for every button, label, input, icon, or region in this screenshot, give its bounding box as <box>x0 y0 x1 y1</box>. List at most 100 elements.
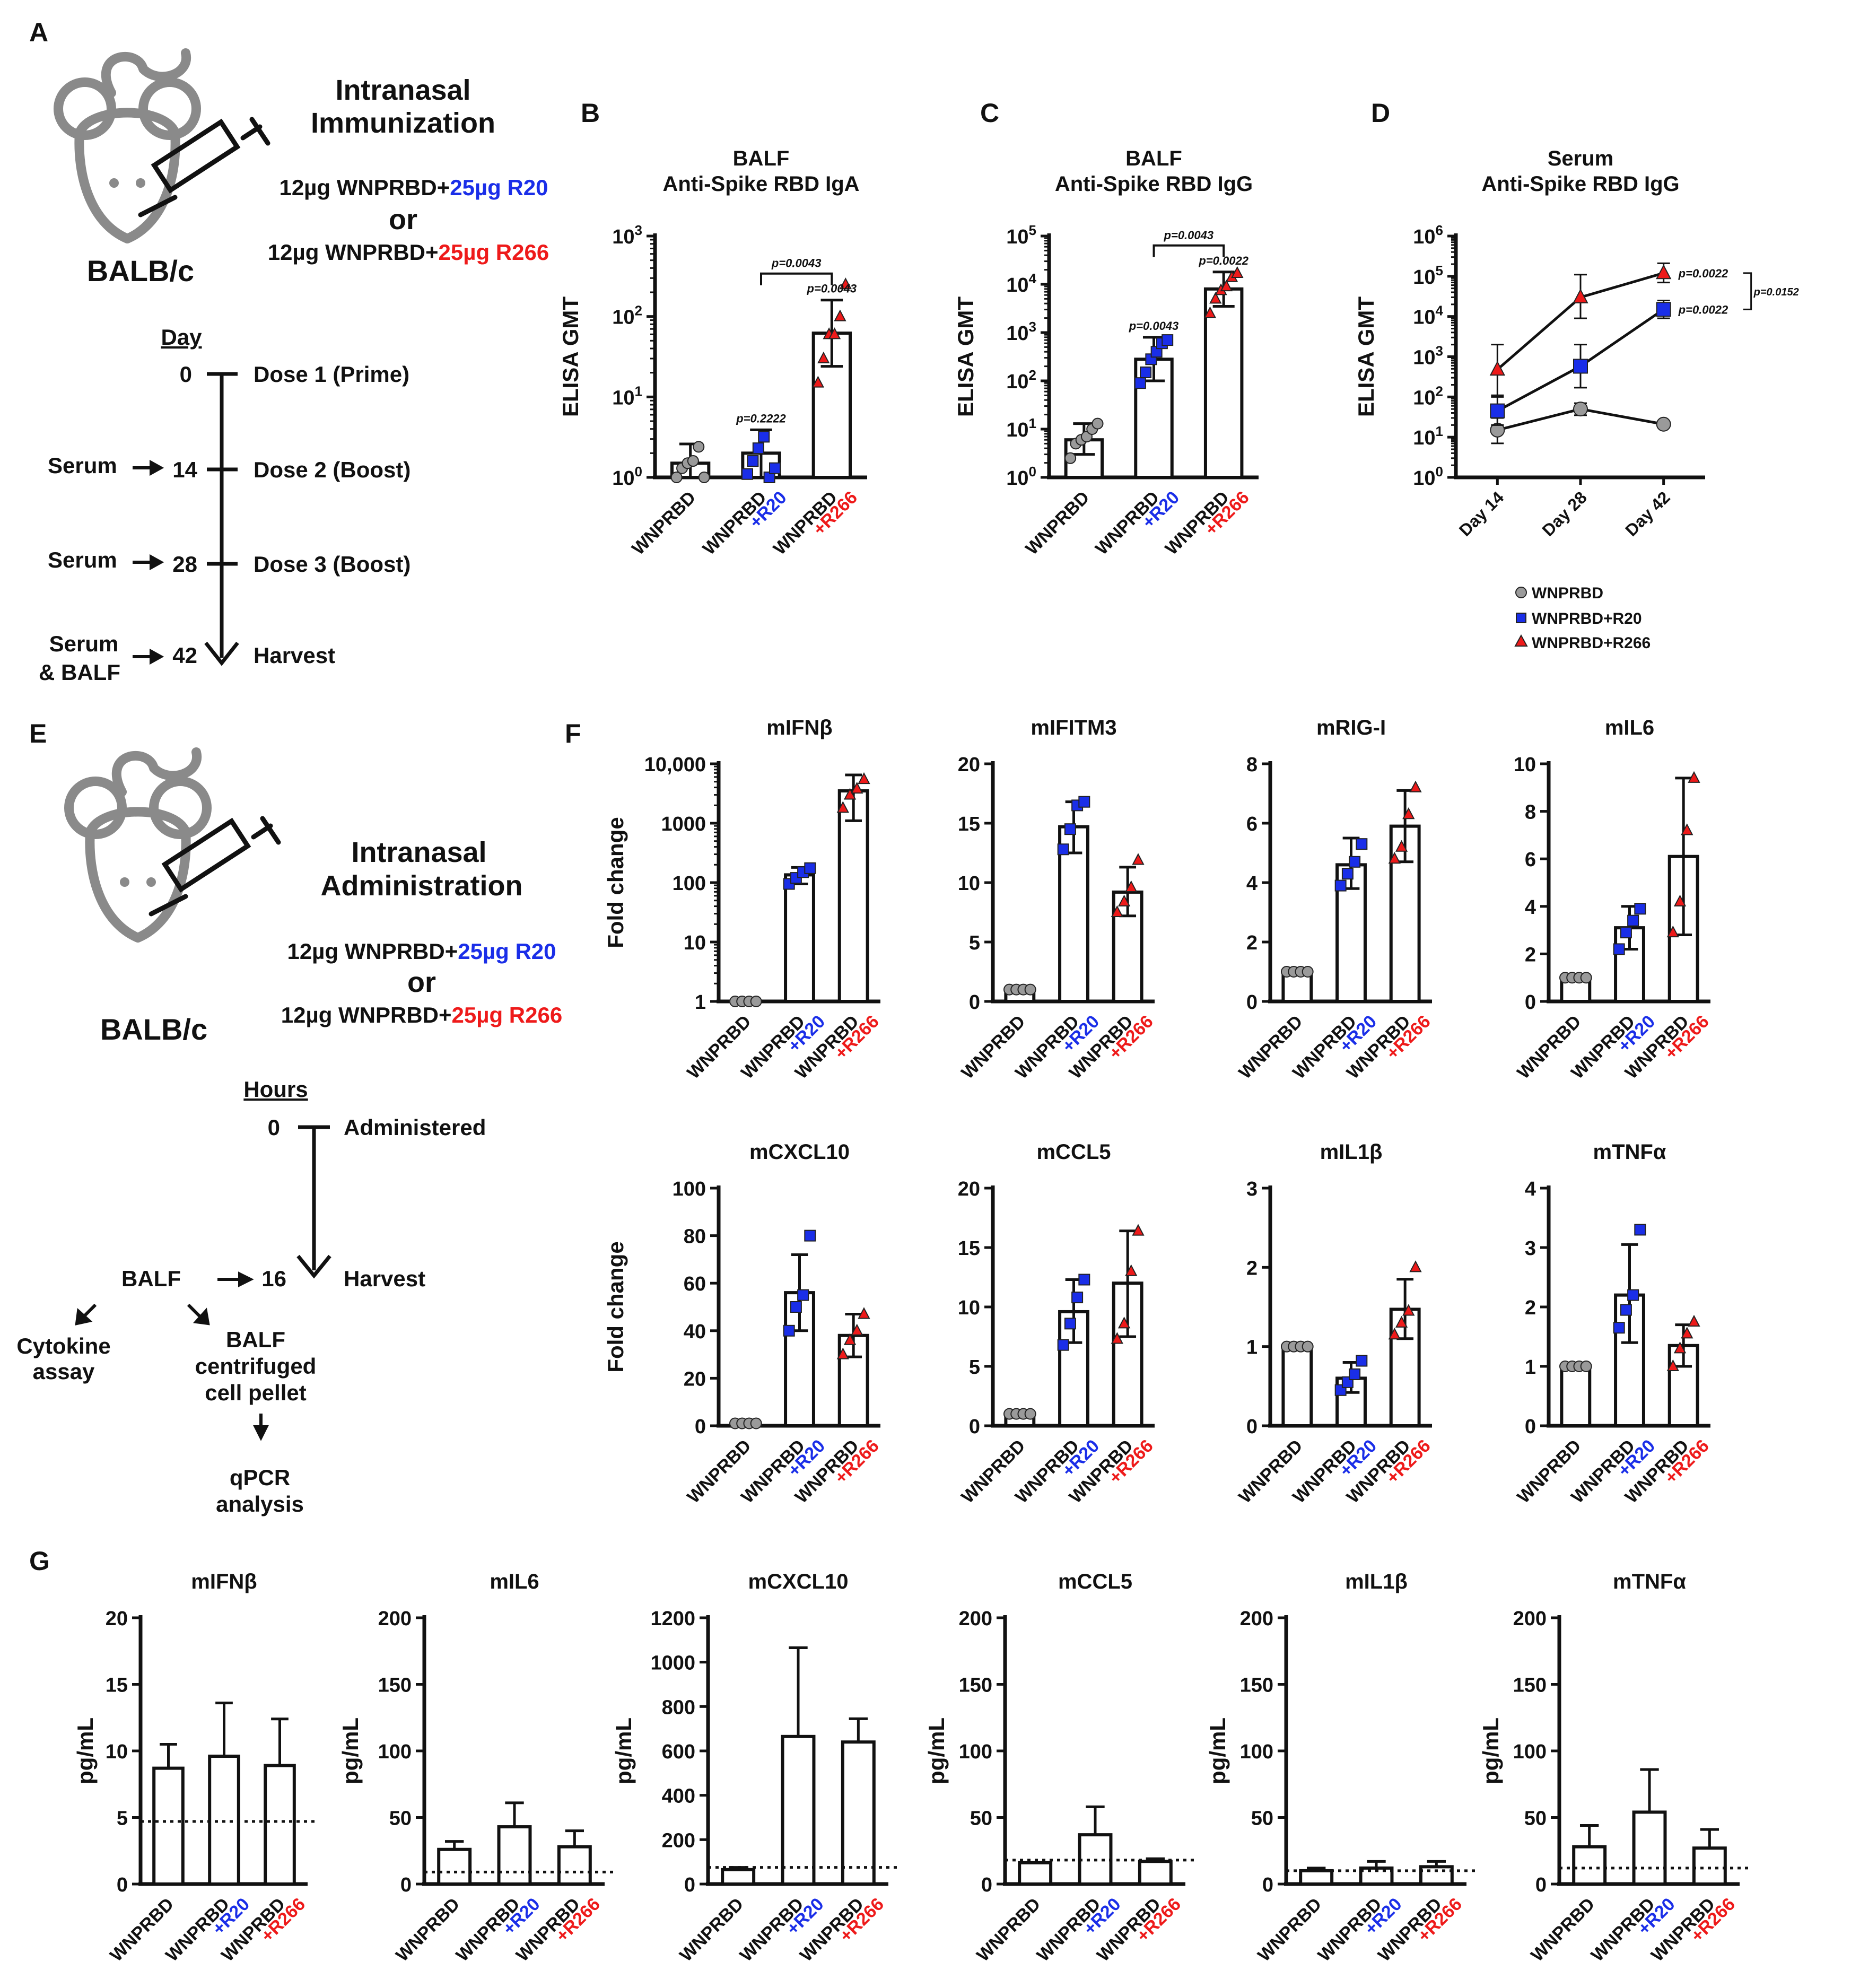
y-axis-label: ELISA GMT <box>1354 297 1378 417</box>
y-tick-label: 800 <box>662 1696 695 1719</box>
bar <box>437 1847 472 1886</box>
serum-label-14: Serum <box>48 453 117 478</box>
tick-exponent: 5 <box>1436 263 1443 278</box>
tick-base: 10 <box>1413 427 1435 449</box>
bar <box>781 1734 816 1886</box>
y-tick-label: 0 <box>1246 1416 1258 1438</box>
data-point <box>769 462 781 474</box>
y-tick-label: 100 <box>1006 464 1036 490</box>
dose-r20-prefix: 12µg WNPRBD+ <box>279 175 450 200</box>
chart-title: BALF <box>1125 147 1182 170</box>
data-point <box>1078 796 1090 808</box>
y-tick-label: 100 <box>1513 1741 1547 1763</box>
data-point <box>1071 1292 1084 1304</box>
data-point <box>1057 843 1069 856</box>
data-point <box>1349 856 1361 868</box>
cytokine-assay-2: assay <box>33 1359 95 1384</box>
data-point <box>1409 1260 1422 1272</box>
y-tick-label: 104 <box>1413 303 1443 329</box>
bar <box>152 1766 185 1886</box>
y-tick-label: 80 <box>684 1226 706 1248</box>
y-axis-label: Fold change <box>603 1241 628 1372</box>
dose-r20-adjuvant: 25µg R20 <box>450 175 548 200</box>
data-point <box>1688 771 1700 783</box>
timeline-dose-3: Dose 3 (Boost) <box>254 552 411 577</box>
bar <box>784 873 815 1003</box>
panel-e: BALB/c Intranasal Administration 12µg WN… <box>16 747 563 1516</box>
panel-letters: A B C D E F G <box>29 18 1390 1576</box>
y-tick-label: 4 <box>1525 896 1536 919</box>
y-tick-label: 106 <box>1413 222 1443 248</box>
or-label: or <box>407 966 436 998</box>
tick-exponent: 4 <box>1436 303 1444 319</box>
administration-title-1: Intranasal <box>351 836 486 868</box>
chart-title: Anti-Spike RBD IgG <box>1055 172 1253 196</box>
administration-timeline: Hours 0 16 Administered Harvest BALF Cyt… <box>16 1077 486 1516</box>
y-tick-label: 15 <box>106 1675 128 1697</box>
chart-g-mil6: mIL6pg/mL050100150200WNPRBDWNPRBD+R20WNP… <box>338 1570 615 1966</box>
immunization-title-2: Immunization <box>311 107 495 139</box>
tick-base: 10 <box>612 307 634 329</box>
x-tick-label: Day 14 <box>1455 487 1508 540</box>
y-tick-label: 5 <box>969 1356 980 1379</box>
data-point <box>1666 1359 1679 1371</box>
panel-letter-e: E <box>29 719 47 748</box>
bar <box>1112 1281 1143 1427</box>
y-tick-label: 200 <box>959 1608 992 1630</box>
data-point <box>1388 852 1401 864</box>
y-tick-label: 20 <box>684 1368 706 1390</box>
data-point <box>1209 292 1222 304</box>
data-point <box>1580 972 1592 984</box>
y-tick-label: 50 <box>389 1808 412 1830</box>
serum-label-28: Serum <box>48 547 117 572</box>
data-point <box>1573 289 1588 303</box>
timeline-harvest: Harvest <box>254 643 335 668</box>
bar <box>1560 1365 1592 1427</box>
data-point <box>1673 1341 1687 1354</box>
y-tick-label: 4 <box>1246 873 1258 895</box>
chart-title: mTNFα <box>1613 1570 1686 1593</box>
tick-base: 10 <box>612 387 634 409</box>
y-tick-label: 150 <box>959 1675 992 1697</box>
x-tick-label: Day 28 <box>1539 487 1591 539</box>
y-tick-label: 100 <box>959 1741 992 1763</box>
x-tick-label: WNPRBD <box>392 1894 464 1966</box>
y-tick-label: 10,000 <box>644 754 706 776</box>
tick-exponent: 4 <box>1029 271 1037 286</box>
balf-label-42: & BALF <box>39 660 120 685</box>
y-tick-label: 101 <box>1006 415 1036 441</box>
legend-marker-wnprbd <box>1515 587 1527 598</box>
data-point <box>1132 853 1145 865</box>
y-axis-label: pg/mL <box>338 1717 363 1784</box>
chart-title: mIFNβ <box>766 716 832 739</box>
y-tick-label: 40 <box>684 1321 706 1343</box>
y-tick-label: 10 <box>106 1741 128 1763</box>
dose-r266-adjuvant: 25µg R266 <box>452 1002 563 1027</box>
qpcr-analysis-2: analysis <box>216 1492 304 1516</box>
timeline-hour-0: 0 <box>268 1115 280 1140</box>
tick-exponent: 5 <box>1029 222 1036 238</box>
chart-g-mcxcl10: mCXCL10pg/mL020040060080010001200WNPRBDW… <box>611 1570 899 1966</box>
data-point <box>1064 452 1077 464</box>
data-point <box>1092 417 1104 430</box>
data-point <box>1673 894 1687 906</box>
y-axis-label: pg/mL <box>924 1717 949 1784</box>
x-tick-label: WNPRBD <box>676 1894 747 1966</box>
y-tick-label: 0 <box>969 1416 980 1438</box>
data-point <box>797 1289 809 1301</box>
y-tick-label: 0 <box>695 1416 706 1438</box>
data-point <box>698 472 710 483</box>
timeline-dose-2: Dose 2 (Boost) <box>254 457 411 482</box>
x-tick-label: WNPRBD <box>1021 487 1093 559</box>
data-point <box>1388 1328 1401 1340</box>
strain-label: BALB/c <box>87 254 194 287</box>
tick-exponent: 2 <box>1436 383 1443 399</box>
data-point <box>1573 402 1588 417</box>
data-point <box>1627 914 1639 927</box>
chart-title: mIFITM3 <box>1031 716 1116 739</box>
tick-base: 10 <box>612 226 634 248</box>
tick-base: 10 <box>1006 322 1028 345</box>
